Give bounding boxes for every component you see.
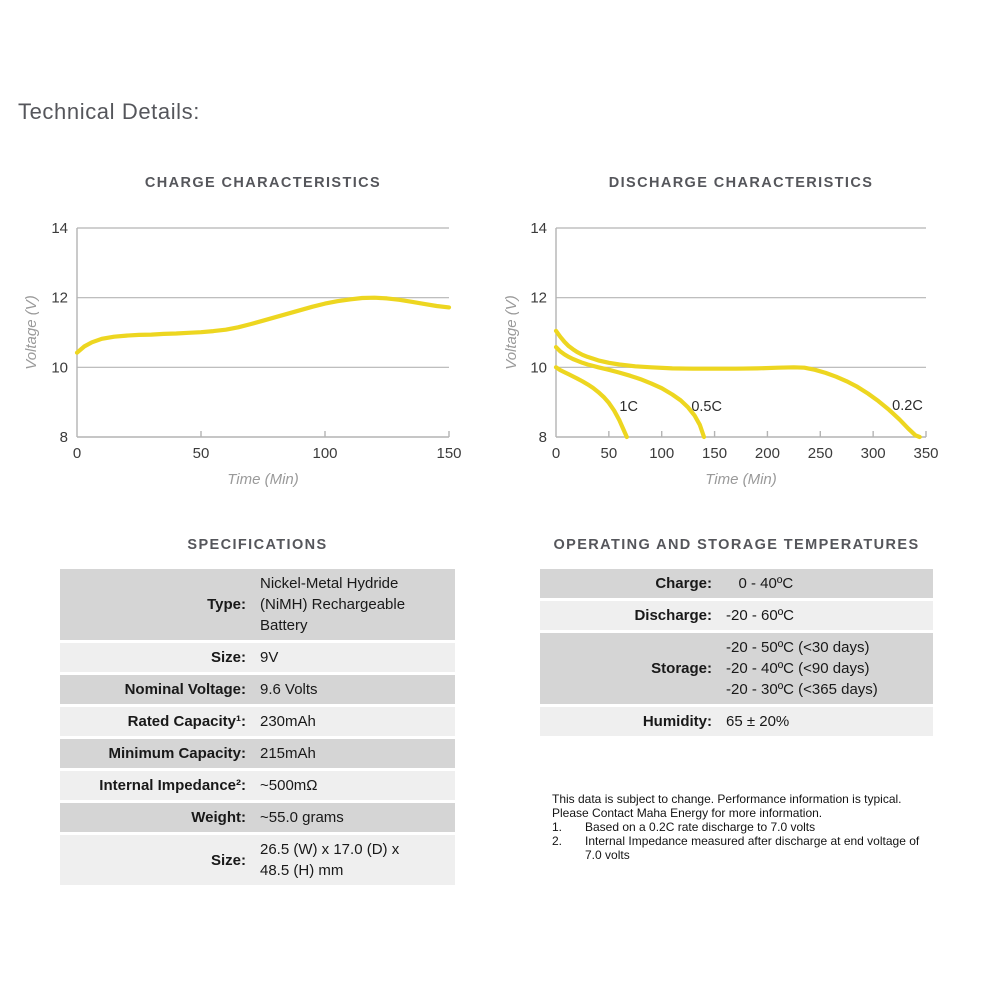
x-tick-label: 100 — [312, 445, 337, 462]
y-tick-label: 12 — [51, 290, 68, 307]
table-row: Discharge: -20 - 60ºC — [540, 601, 933, 630]
discharge-1C-line — [553, 365, 629, 440]
y-tick-label: 14 — [530, 220, 547, 237]
x-tick-label: 300 — [861, 445, 886, 462]
footnote-text: Internal Impedance measured after discha… — [585, 834, 920, 862]
row-label: Nominal Voltage: — [124, 681, 246, 698]
y-tick-label: 8 — [539, 429, 547, 446]
row-label: Size: — [210, 649, 246, 666]
charge-characteristics-svg: 8 10 12 14 0 50 100 150 Time (Min) Voltage (V) — [23, 220, 462, 488]
row-label: Rated Capacity¹: — [127, 713, 246, 730]
discharge-characteristics-svg: 8 10 12 14 0 50 100 150 200 250 300 350 Time (Min) Vo… — [503, 220, 939, 488]
x-tick-label: 50 — [601, 445, 618, 462]
row-label: Weight: — [191, 809, 246, 826]
charge-curve-line — [74, 295, 452, 355]
table-row: Size: 9V — [60, 643, 455, 672]
x-tick-label: 0 — [73, 445, 81, 462]
row-value: 230mAh — [260, 713, 316, 730]
x-tick-label: 350 — [913, 445, 938, 462]
y-axis-title: Voltage (V) — [503, 295, 520, 369]
row-label: Storage: — [651, 660, 712, 677]
footnote-text: Based on a 0.2C rate discharge to 7.0 vo… — [585, 820, 816, 834]
footnote-number: 1. — [552, 820, 563, 834]
page-title: Technical Details: — [18, 99, 200, 124]
row-value: 0 - 40ºC — [726, 575, 794, 592]
row-value: -20 - 50ºC (<30 days) -20 - 40ºC (<90 da… — [726, 639, 878, 698]
row-value: Nickel-Metal Hydride (NiMH) Rechargeable… — [260, 575, 406, 634]
row-label: Charge: — [655, 575, 712, 592]
row-value: ~55.0 grams — [260, 809, 344, 826]
x-tick-label: 150 — [436, 445, 461, 462]
charge-characteristics-chart: CHARGE CHARACTERISTICS 8 10 12 14 0 50 100 150 T… — [18, 172, 512, 502]
row-value: 9.6 Volts — [260, 681, 318, 698]
table-row: Nominal Voltage: 9.6 Volts — [60, 675, 455, 704]
row-label: Type: — [207, 596, 246, 613]
row-label: Discharge: — [634, 607, 712, 624]
x-tick-label: 250 — [808, 445, 833, 462]
temperatures-title: OPERATING AND STORAGE TEMPERATURES — [553, 537, 920, 553]
temperatures-table: Charge: 0 - 40ºC Discharge: -20 - 60ºC S… — [540, 569, 933, 739]
table-row: Humidity: 65 ± 20% — [540, 707, 933, 736]
y-tick-label: 10 — [51, 359, 68, 376]
table-row: Minimum Capacity: 215mAh — [60, 739, 455, 768]
y-tick-label: 8 — [60, 429, 68, 446]
table-row: Size: 26.5 (W) x 17.0 (D) x 48.5 (H) mm — [60, 835, 455, 885]
x-tick-label: 50 — [193, 445, 210, 462]
row-value: 26.5 (W) x 17.0 (D) x 48.5 (H) mm — [260, 841, 400, 879]
x-tick-label: 0 — [552, 445, 560, 462]
footnote-paragraph: This data is subject to change. Performa… — [552, 792, 902, 820]
row-value: ~500mΩ — [260, 777, 318, 794]
chart-title: DISCHARGE CHARACTERISTICS — [608, 175, 874, 191]
specifications-table: Type: Nickel-Metal Hydride (NiMH) Rechar… — [60, 569, 455, 888]
footnote: This data is subject to change. Performa… — [552, 792, 930, 862]
discharge-0.5C-label: 0.5C — [691, 399, 722, 415]
y-tick-label: 10 — [530, 359, 547, 376]
x-tick-label: 150 — [702, 445, 727, 462]
table-row: Weight: ~55.0 grams — [60, 803, 455, 832]
footnote-item: 2. Internal Impedance measured after dis… — [552, 834, 930, 862]
row-label: Internal Impedance²: — [99, 777, 246, 794]
x-axis-title: Time (Min) — [227, 471, 299, 488]
specifications-title: SPECIFICATIONS — [187, 537, 328, 553]
chart-canvas: 8 10 12 14 0 50 100 150 200 250 300 350 Time (Min) Vo… — [498, 192, 992, 505]
table-row: Charge: 0 - 40ºC — [540, 569, 933, 598]
discharge-1C-label: 1C — [619, 399, 638, 415]
discharge-0.5C-line — [553, 345, 707, 440]
x-axis-title: Time (Min) — [705, 471, 777, 488]
discharge-0.2C-label: 0.2C — [892, 398, 923, 414]
row-value: 65 ± 20% — [726, 713, 790, 730]
table-row: Rated Capacity¹: 230mAh — [60, 707, 455, 736]
row-value: 215mAh — [260, 745, 316, 762]
row-label: Size: — [210, 851, 246, 869]
discharge-0.2C-line — [553, 328, 922, 440]
chart-canvas: 8 10 12 14 0 50 100 150 Time (Min) Voltage (V) — [18, 192, 512, 505]
row-value: -20 - 60ºC — [726, 607, 795, 624]
x-tick-label: 100 — [649, 445, 674, 462]
row-label: Humidity: — [642, 713, 712, 730]
y-tick-label: 12 — [530, 290, 547, 307]
x-tick-label: 200 — [755, 445, 780, 462]
row-value: 9V — [260, 649, 279, 666]
table-row: Type: Nickel-Metal Hydride (NiMH) Rechar… — [60, 569, 455, 640]
y-tick-label: 14 — [51, 220, 68, 237]
row-label: Minimum Capacity: — [108, 745, 246, 762]
footnote-item: 1. Based on a 0.2C rate discharge to 7.0… — [552, 820, 930, 834]
table-row: Storage: -20 - 50ºC (<30 days) -20 - 40º… — [540, 633, 933, 704]
chart-title: CHARGE CHARACTERISTICS — [144, 175, 382, 191]
discharge-characteristics-chart: DISCHARGE CHARACTERISTICS 8 10 12 14 0 50 100 1… — [498, 172, 992, 502]
y-axis-title: Voltage (V) — [23, 295, 40, 369]
footnote-number: 2. — [552, 834, 563, 848]
table-row: Internal Impedance²: ~500mΩ — [60, 771, 455, 800]
